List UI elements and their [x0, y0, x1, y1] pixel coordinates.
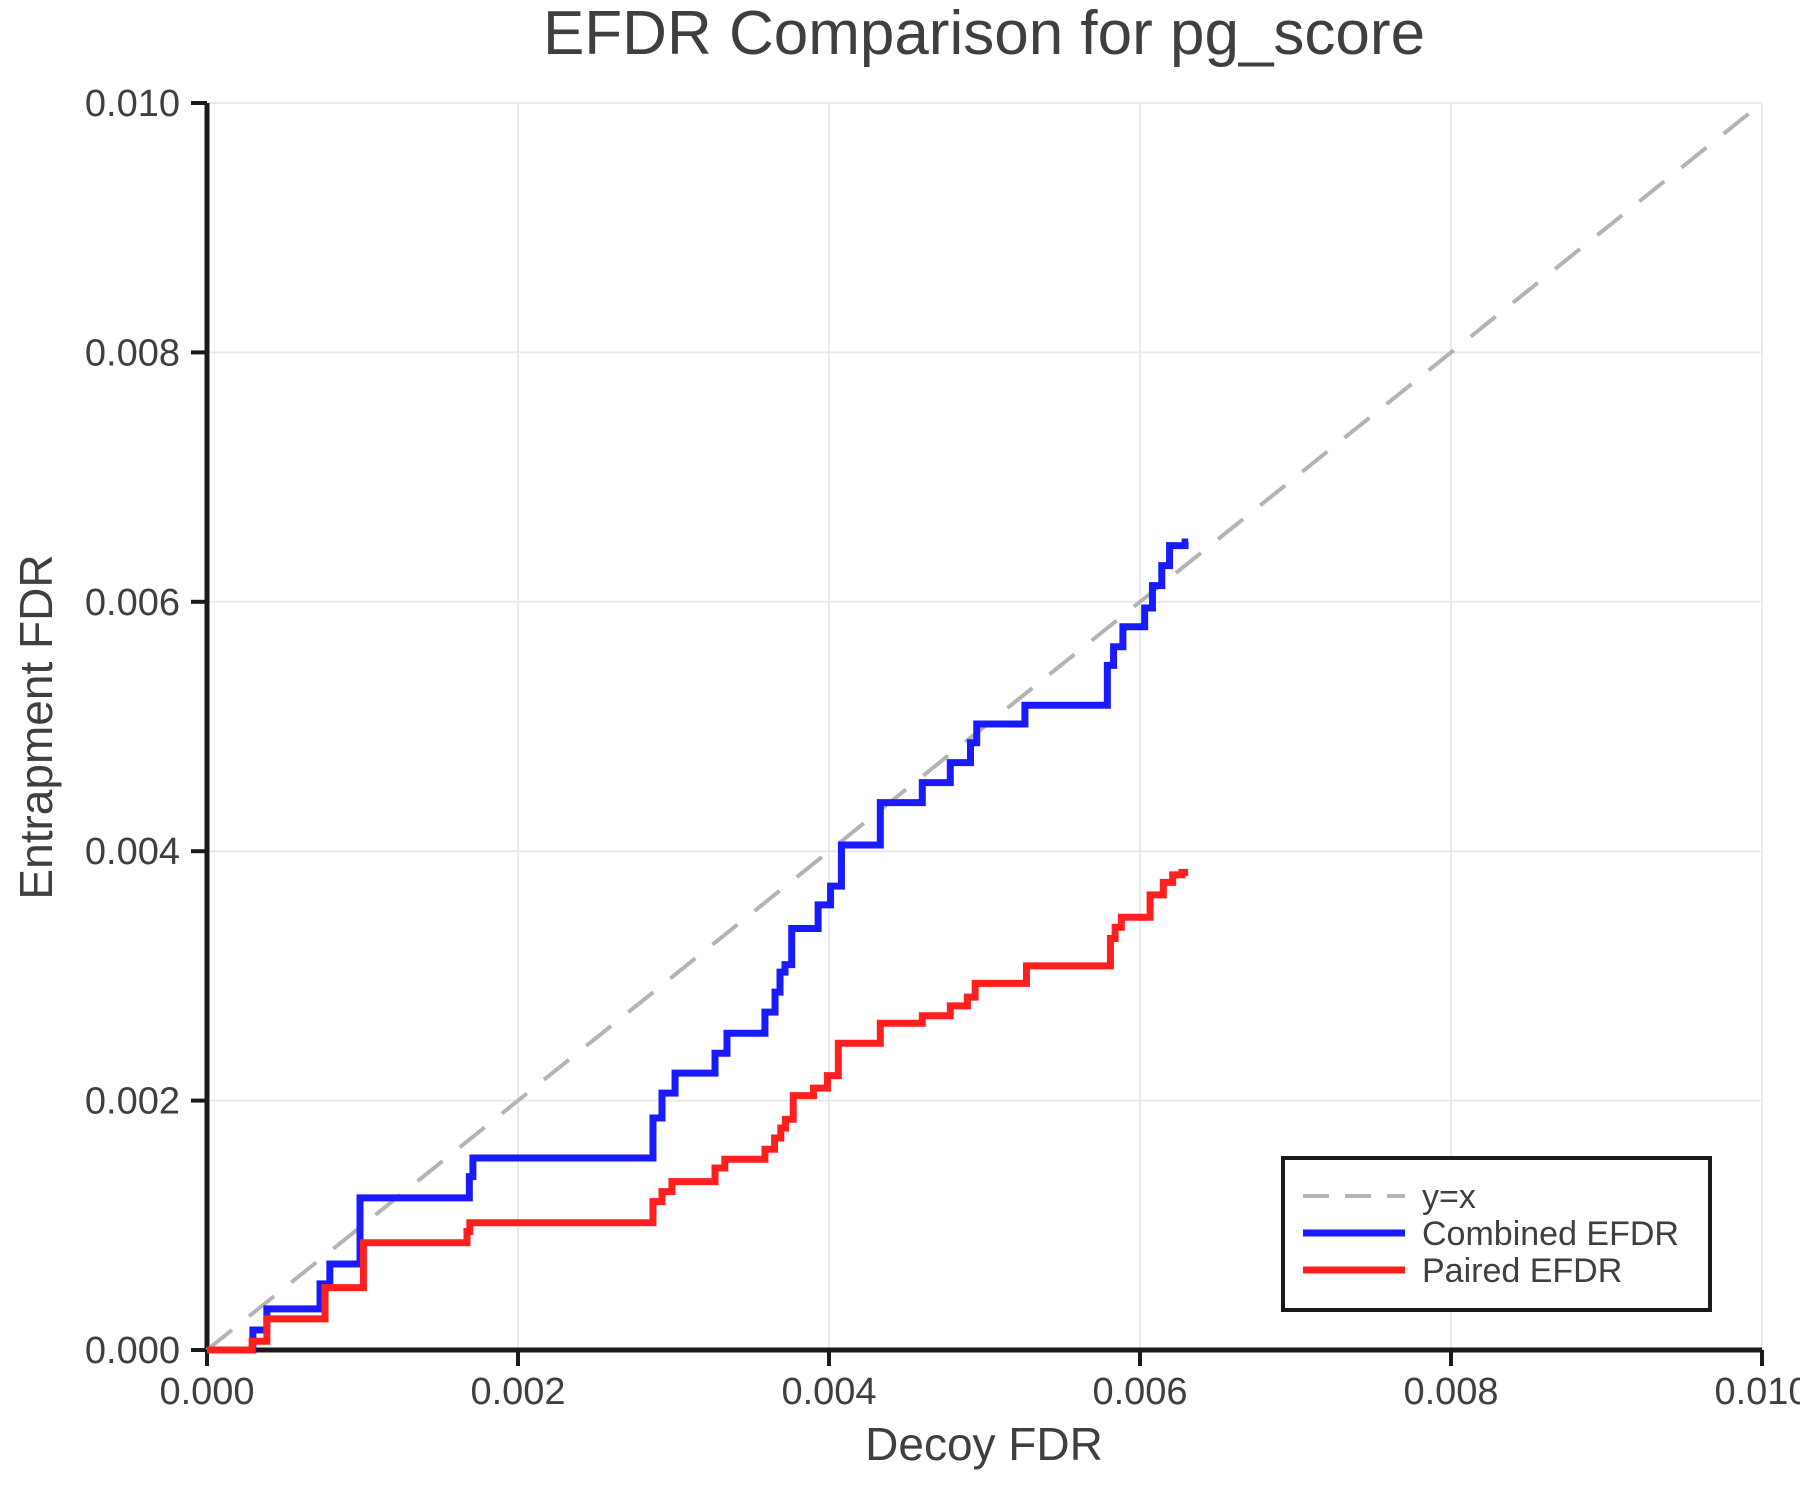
gridlines — [207, 102, 1763, 1350]
y-tick-label: 0.002 — [85, 1081, 180, 1123]
series-line-paired-efdr — [207, 868, 1189, 1354]
x-tick-label: 0.002 — [470, 1371, 565, 1413]
x-axis-label: Decoy FDR — [865, 1418, 1103, 1470]
series-line-combined-efdr — [207, 538, 1189, 1354]
axes-spines — [204, 103, 1762, 1353]
y-axis-label: Entrapment FDR — [10, 554, 62, 899]
y-tick-label: 0.006 — [85, 582, 180, 624]
legend-label: Paired EFDR — [1422, 1252, 1622, 1290]
y-tick-label: 0.010 — [85, 83, 180, 125]
legend-label: Combined EFDR — [1422, 1215, 1679, 1253]
data-series — [205, 101, 1764, 1354]
chart-title: EFDR Comparison for pg_score — [543, 0, 1425, 68]
x-tick-label: 0.000 — [159, 1371, 254, 1413]
y-tick-label: 0.008 — [85, 332, 180, 374]
legend-label: y=x — [1422, 1178, 1476, 1216]
x-tick-label: 0.008 — [1403, 1371, 1498, 1413]
y-tick-label: 0.000 — [85, 1330, 180, 1372]
x-tick-label: 0.006 — [1092, 1371, 1187, 1413]
axis-ticks: 0.000 0.002 0.004 0.006 0.008 0.010 0.000 0.002… — [85, 83, 1800, 1413]
x-tick-label: 0.004 — [781, 1371, 876, 1413]
y-tick-label: 0.004 — [85, 831, 180, 873]
x-tick-label: 0.010 — [1714, 1371, 1800, 1413]
